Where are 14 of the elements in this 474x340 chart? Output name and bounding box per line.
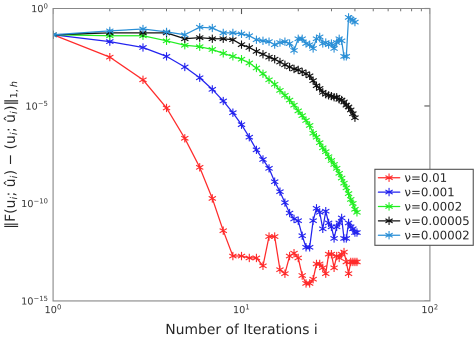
text: ‖F(u$_{i}$; û$_{i}$) − (u$_{i}$; û$_{i}$)‖$_{1,h}$ [4,82,18,228]
legend-label: ν=0.00005 [404,216,469,226]
legend-label: ν=0.00002 [404,230,469,240]
legend-label: ν=0.0002 [404,202,462,211]
x-tick-label: 10$^{0}$ [46,304,61,314]
x-tick-label: 10$^{1}$ [234,304,250,314]
y-tick-label: 10$^{−5}$ [26,100,48,110]
y-tick-label: 10$^{−10}$ [22,198,48,208]
legend-label: ν=0.01 [404,173,446,182]
legend-label: ν=0.001 [404,187,454,196]
x-tick-label: 10$^{2}$ [422,304,438,314]
y-tick-label: 10$^{0}$ [32,3,48,12]
y-tick-label: 10$^{−15}$ [22,296,48,305]
x-axis-title: Number of Iterations i [166,324,316,334]
